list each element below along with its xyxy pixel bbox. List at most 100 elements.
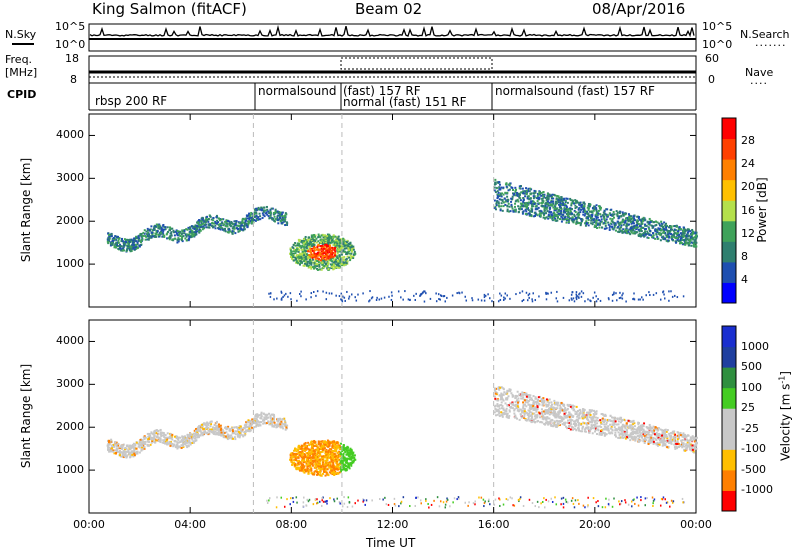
scatter-cell: [222, 433, 225, 436]
scatter-cell: [277, 417, 280, 420]
scatter-cell: [190, 441, 193, 444]
scatter-cell: [120, 451, 123, 454]
scatter-cell: [231, 230, 234, 233]
scatter-cell: [207, 220, 210, 223]
scatter-cell: [201, 425, 204, 428]
scatter-cell: [629, 227, 632, 230]
scatter-cell: [341, 461, 344, 464]
scatter-cell: [292, 247, 295, 250]
scatter-cell: [320, 253, 323, 256]
scatter-cell: [495, 200, 498, 203]
scatter-cell: [497, 202, 500, 205]
scatter-cell: [327, 453, 330, 456]
scatter-cell: [618, 297, 621, 300]
scatter-cell: [154, 441, 157, 444]
scatter-cell: [656, 221, 659, 224]
scatter-cell: [342, 261, 345, 264]
scatter-cell: [191, 437, 194, 440]
scatter-cell: [321, 450, 324, 453]
scatter-cell: [292, 243, 295, 246]
scatter-cell: [527, 195, 530, 198]
scatter-cell: [354, 296, 356, 299]
scatter-cell: [630, 231, 633, 234]
scatter-cell: [198, 425, 201, 428]
scatter-cell: [226, 231, 229, 234]
scatter-cell: [680, 241, 683, 244]
scatter-cell: [507, 189, 510, 192]
scatter-cell: [663, 231, 666, 234]
scatter-cell: [505, 182, 508, 185]
scatter-cell: [435, 300, 438, 303]
scatter-cell: [578, 293, 580, 296]
scatter-cell: [169, 235, 172, 238]
scatter-cell: [269, 416, 272, 419]
scatter-cell: [110, 449, 113, 452]
scatter-cell: [577, 208, 580, 211]
scatter-cell: [513, 209, 516, 212]
scatter-cell: [543, 209, 546, 212]
scatter-cell: [510, 186, 513, 189]
scatter-cell: [109, 448, 112, 451]
scatter-cell: [181, 437, 184, 440]
scatter-cell: [665, 239, 668, 242]
scatter-cell: [321, 463, 324, 466]
scatter-cell: [177, 240, 180, 243]
scatter-cell: [574, 201, 577, 204]
scatter-cell: [199, 430, 202, 433]
scatter-cell: [157, 437, 160, 440]
scatter-cell: [508, 210, 511, 213]
scatter-cell: [578, 201, 581, 204]
scatter-cell: [237, 230, 240, 233]
scatter-cell: [121, 249, 124, 252]
scatter-cell: [586, 222, 589, 225]
scatter-cell: [522, 210, 525, 213]
scatter-cell: [353, 250, 356, 253]
scatter-cell: [598, 223, 601, 226]
scatter-cell: [339, 242, 342, 245]
scatter-cell: [170, 435, 173, 438]
scatter-cell: [647, 227, 650, 230]
scatter-cell: [293, 465, 296, 468]
scatter-cell: [306, 241, 309, 244]
scatter-cell: [646, 236, 649, 239]
scatter-cell: [186, 446, 189, 449]
scatter-cell: [613, 293, 615, 296]
scatter-cell: [335, 448, 338, 451]
scatter-cell: [552, 216, 555, 219]
scatter-cell: [552, 200, 555, 203]
scatter-cell: [673, 232, 676, 235]
scatter-cell: [352, 256, 355, 259]
scatter-cell: [122, 449, 125, 452]
power-frame: [88, 113, 697, 308]
scatter-cell: [335, 263, 338, 266]
scatter-cell: [208, 422, 211, 425]
scatter-cell: [316, 257, 319, 260]
scatter-cell: [695, 235, 698, 238]
scatter-cell: [114, 245, 117, 248]
scatter-cell: [316, 290, 319, 293]
scatter-cell: [695, 237, 698, 240]
scatter-cell: [543, 206, 546, 209]
scatter-cell: [584, 300, 586, 303]
scatter-cell: [571, 218, 574, 221]
scatter-cell: [304, 235, 307, 238]
scatter-cell: [207, 424, 210, 427]
scatter-cell: [129, 448, 132, 451]
scatter-cell: [577, 216, 580, 219]
scatter-cell: [314, 234, 317, 237]
scatter-cell: [338, 250, 341, 253]
scatter-cell: [148, 237, 151, 240]
scatter-cell: [323, 443, 326, 446]
scatter-cell: [322, 242, 325, 245]
scatter-cell: [632, 227, 635, 230]
scatter-cell: [245, 217, 248, 220]
scatter-cell: [662, 237, 665, 240]
scatter-cell: [348, 455, 351, 458]
scatter-cell: [322, 255, 325, 258]
scatter-cell: [571, 200, 574, 203]
scatter-cell: [646, 230, 649, 233]
scatter-cell: [530, 210, 533, 213]
scatter-cell: [608, 212, 611, 215]
scatter-cell: [599, 222, 602, 225]
scatter-cell: [640, 233, 643, 236]
